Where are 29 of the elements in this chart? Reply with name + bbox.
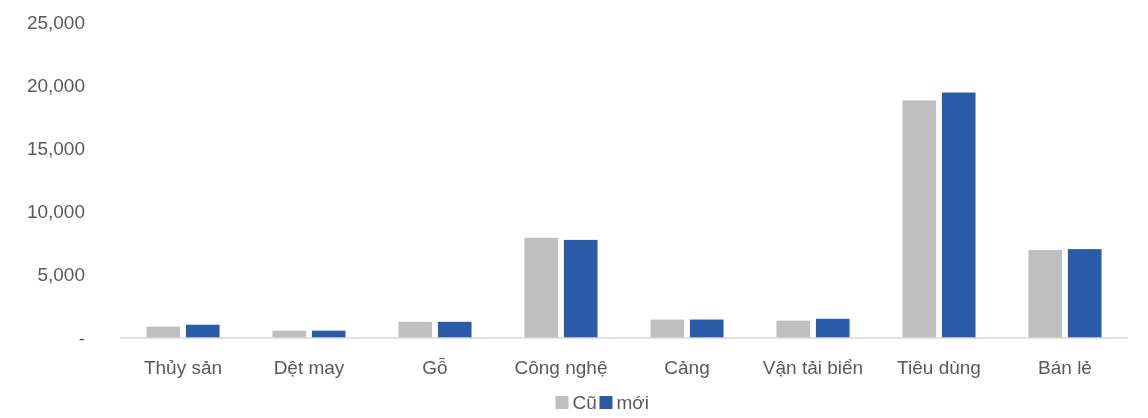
- x-tick-label: Bán lẻ: [1038, 357, 1092, 378]
- x-tick-label: Cảng: [664, 357, 710, 378]
- bar: [689, 319, 724, 338]
- x-tick-label: Gỗ: [422, 357, 448, 378]
- bar: [185, 324, 220, 338]
- y-tick-label: 10,000: [26, 201, 85, 223]
- y-tick-label: 15,000: [26, 138, 85, 160]
- y-tick-label: 20,000: [26, 74, 85, 96]
- bar: [650, 319, 685, 338]
- bar: [815, 318, 850, 338]
- x-tick-label: Dệt may: [273, 357, 345, 378]
- x-tick-label: Tiêu dùng: [897, 357, 981, 378]
- bar: [1067, 249, 1102, 338]
- bar: [398, 321, 433, 338]
- x-tick-label: Công nghệ: [514, 357, 608, 378]
- bar: [776, 320, 811, 338]
- y-tick-label: -: [78, 327, 85, 349]
- bar: [437, 321, 472, 338]
- legend-label: mới: [616, 392, 650, 413]
- y-tick-label: 25,000: [26, 11, 85, 33]
- legend-label: Cũ: [572, 392, 597, 413]
- bar: [941, 92, 976, 338]
- bar: [524, 237, 559, 338]
- y-tick-label: 5,000: [37, 264, 85, 286]
- bar: [1028, 249, 1063, 338]
- x-tick-label: Vận tải biển: [762, 357, 864, 378]
- bar: [563, 239, 598, 338]
- x-tick-label: Thủy sản: [143, 357, 223, 378]
- bar: [902, 100, 937, 338]
